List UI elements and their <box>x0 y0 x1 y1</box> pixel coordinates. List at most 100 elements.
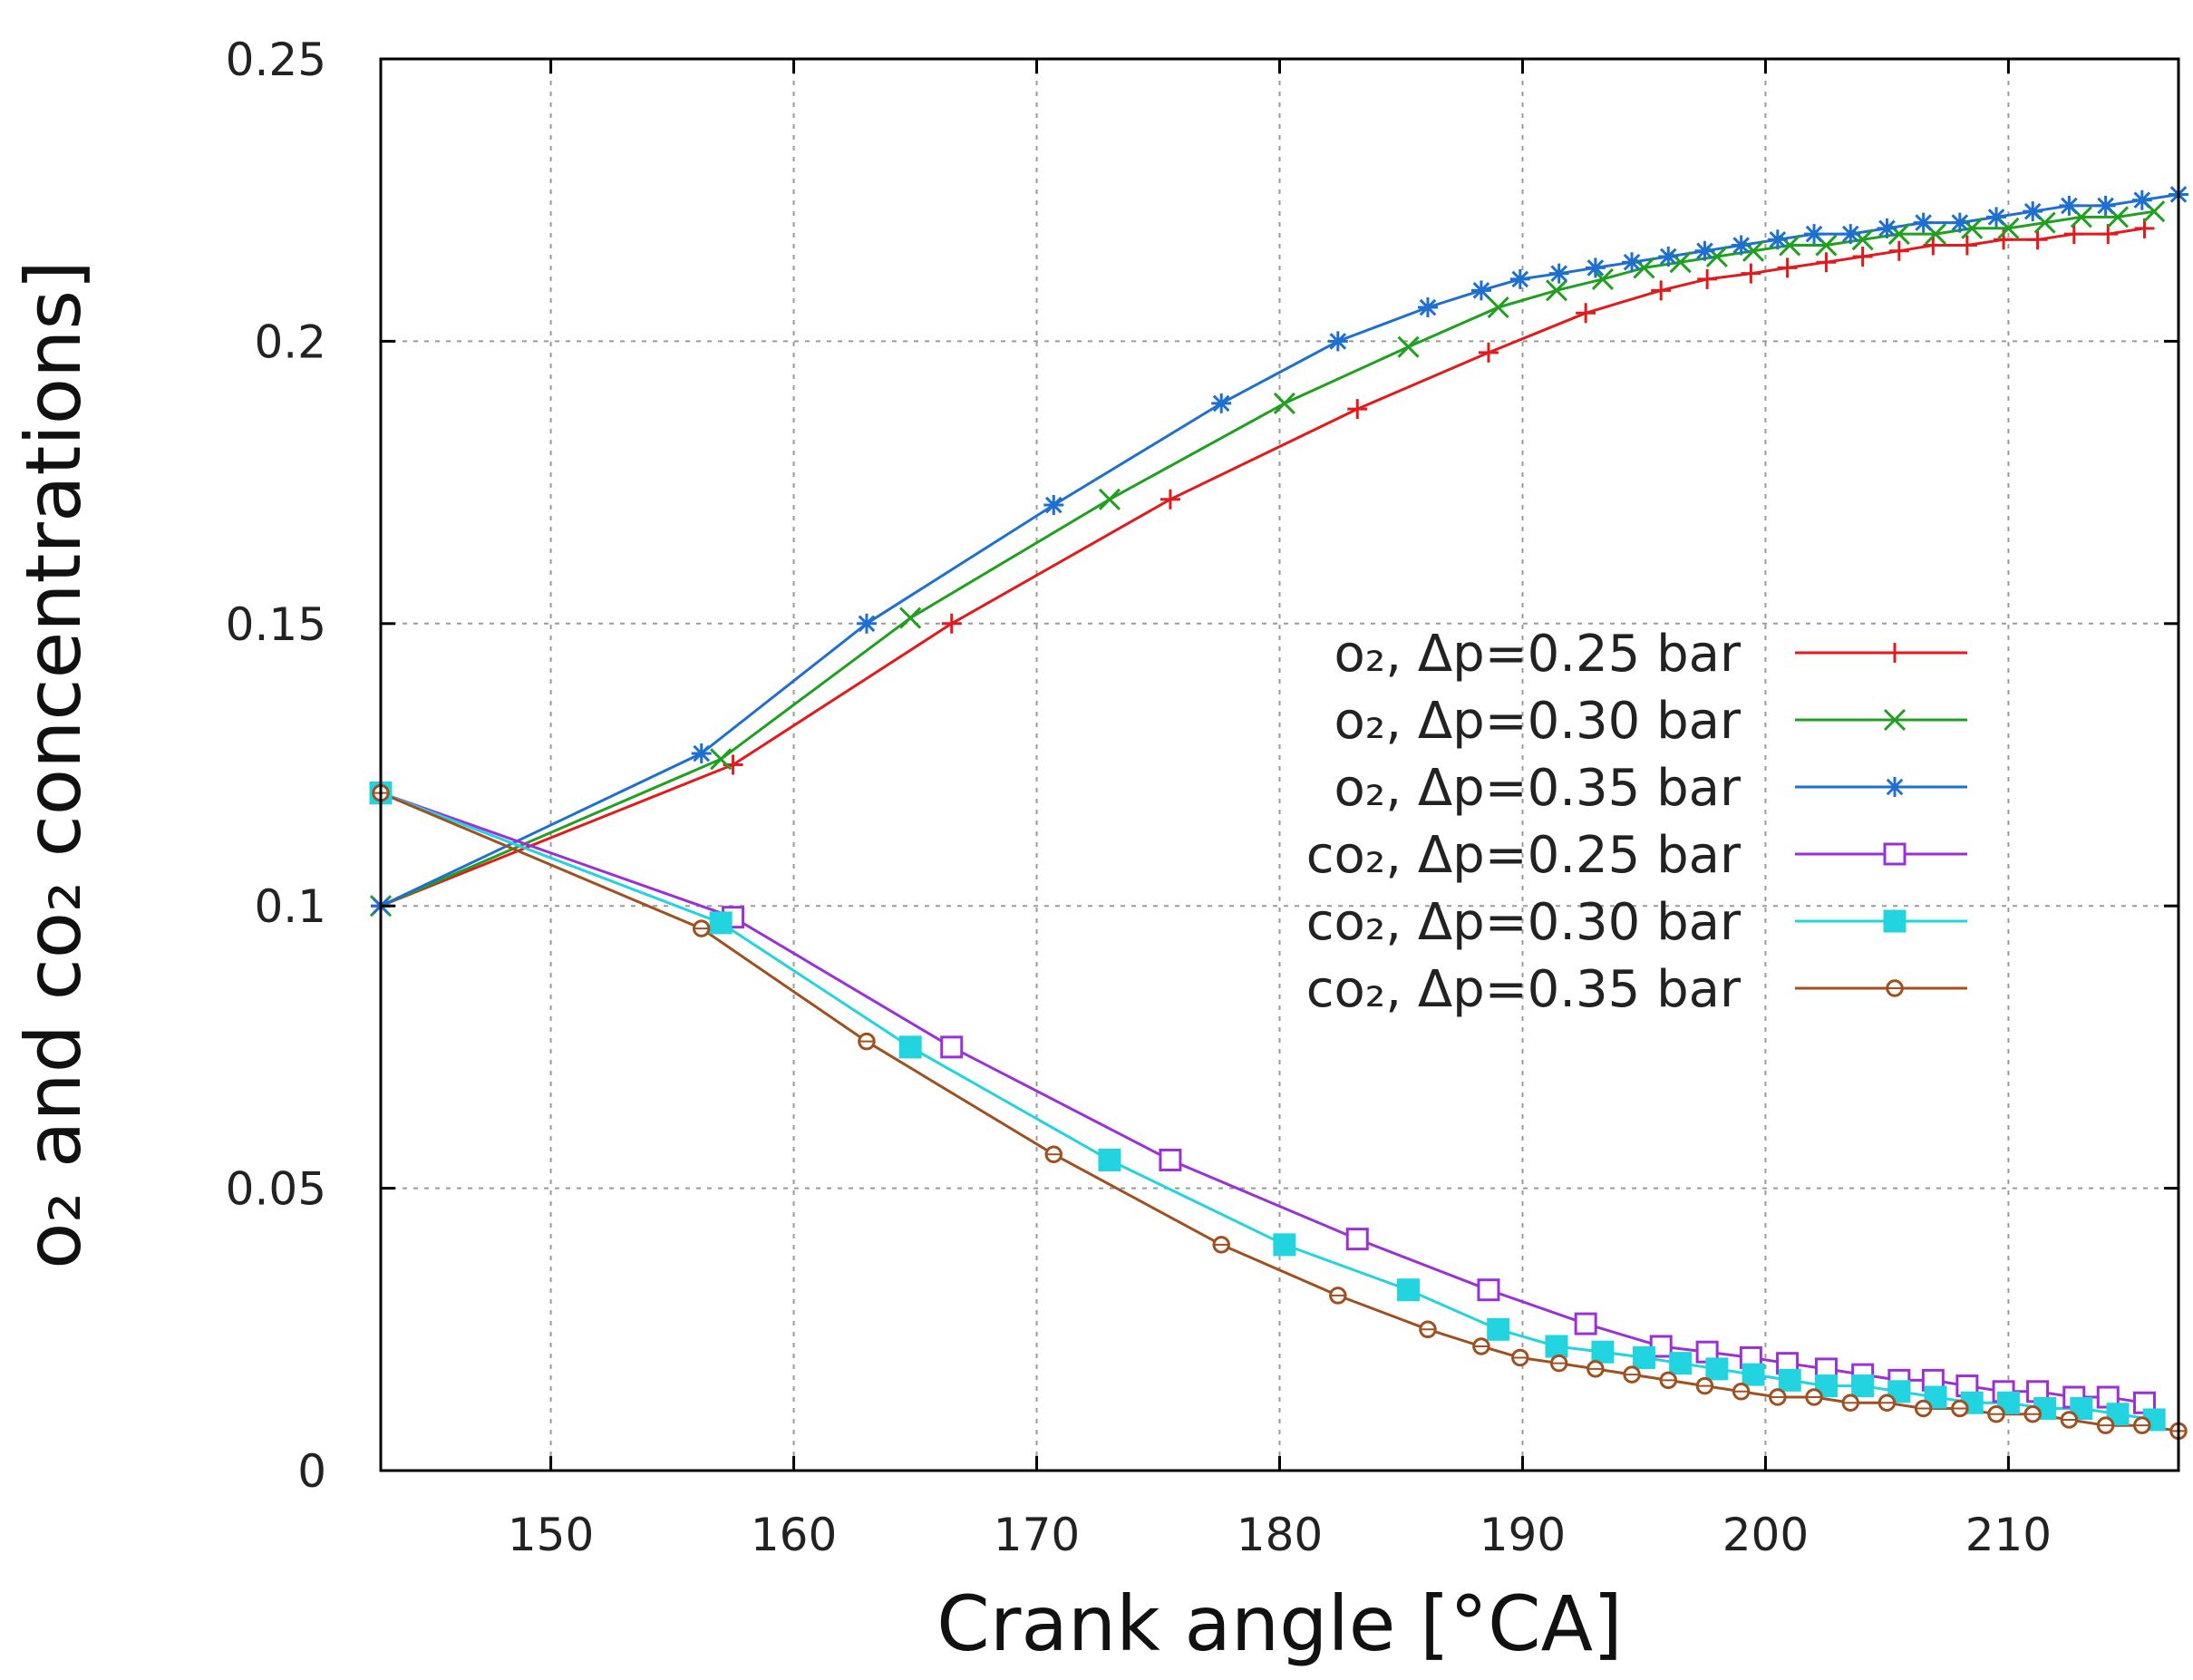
data-point-s6 <box>1769 1388 1787 1406</box>
x-tick-label: 200 <box>1722 1509 1809 1561</box>
data-point-s3-shape <box>1585 257 1606 278</box>
legend-marker-4-shape <box>1883 842 1907 866</box>
data-point-s5 <box>1591 1340 1615 1364</box>
data-point-s1-shape <box>2098 224 2119 245</box>
data-point-s5-shape <box>1705 1357 1729 1381</box>
data-point-s4 <box>1159 1148 1182 1171</box>
legend-label-6: co₂, Δp=0.35 bar <box>1306 960 1742 1019</box>
x-tick-label: 150 <box>508 1509 594 1561</box>
data-point-s1-shape <box>1852 246 1873 267</box>
legend-label-3: o₂, Δp=0.35 bar <box>1334 759 1742 818</box>
data-point-s6 <box>1659 1371 1678 1390</box>
data-point-s3-shape <box>1043 495 1064 516</box>
data-point-s3 <box>856 613 877 634</box>
data-point-s3-shape <box>1211 393 1232 413</box>
data-point-s1 <box>1777 257 1798 278</box>
data-point-s1 <box>1888 240 1909 261</box>
y-tick-label: 0.2 <box>254 316 326 368</box>
data-point-s4-shape <box>1159 1148 1182 1171</box>
data-point-s1 <box>2098 224 2119 245</box>
data-point-s5-shape <box>898 1035 922 1059</box>
data-point-s5-shape <box>709 911 733 935</box>
data-point-s6 <box>2133 1416 2151 1434</box>
data-point-s3 <box>1877 218 1897 238</box>
data-point-s2-shape <box>710 748 733 771</box>
data-point-s2-shape <box>1273 392 1295 414</box>
data-point-s2-shape <box>1098 488 1121 510</box>
data-point-s4-shape <box>1574 1312 1597 1335</box>
data-point-s6 <box>1951 1399 1969 1418</box>
data-point-s6 <box>1914 1399 1933 1418</box>
data-point-s3-shape <box>1548 263 1569 284</box>
data-point-s1-shape <box>1576 303 1596 324</box>
data-point-s3 <box>1417 297 1438 318</box>
data-point-s5-shape <box>1591 1340 1615 1364</box>
data-point-s3 <box>1509 268 1530 289</box>
data-point-s2 <box>899 607 922 629</box>
data-point-s1-shape <box>1160 489 1180 510</box>
data-point-s5 <box>1742 1363 1765 1386</box>
data-point-s3-shape <box>1417 297 1438 318</box>
series-markers <box>369 184 2188 1441</box>
legend-marker-5-shape <box>1883 909 1907 933</box>
data-point-s3-shape <box>1509 268 1530 289</box>
data-point-s1 <box>1956 235 1977 256</box>
data-point-s3-shape <box>2131 189 2152 210</box>
tick-labels: 150 160 170 180 190 200 210 0 0.05 0.1 0.15 0.2 0.25 <box>226 34 2052 1561</box>
data-point-s1-shape <box>2027 229 2048 250</box>
y-tick-label: 0 <box>297 1445 326 1498</box>
data-point-s3 <box>1804 224 1825 245</box>
data-point-s1 <box>1478 342 1499 363</box>
data-point-s3 <box>1986 207 2007 228</box>
data-point-s3-shape <box>2059 195 2080 216</box>
data-point-s6 <box>1987 1404 2005 1423</box>
data-point-s3 <box>2095 195 2116 216</box>
legend-label-1: o₂, Δp=0.25 bar <box>1334 625 1742 684</box>
data-point-s6 <box>1419 1320 1437 1339</box>
data-point-s6 <box>858 1032 876 1051</box>
x-tick-label: 210 <box>1965 1509 2052 1561</box>
data-point-s1 <box>941 613 962 634</box>
data-point-s5 <box>1632 1345 1655 1369</box>
data-point-s3-shape <box>2095 195 2116 216</box>
y-tick-label: 0.15 <box>226 598 326 651</box>
data-point-s3 <box>2131 189 2152 210</box>
data-point-s1-shape <box>1777 257 1798 278</box>
legend-marker-3-shape <box>1885 777 1905 797</box>
data-point-s4 <box>940 1035 964 1059</box>
legend-marker-2-shape <box>1883 708 1907 732</box>
data-point-s1-shape <box>1888 240 1909 261</box>
data-point-s3 <box>1043 495 1064 516</box>
legend: o₂, Δp=0.25 bar o₂, Δp=0.30 bar o₂, Δp=0.3… <box>1306 625 1967 1019</box>
y-tick-label: 0.05 <box>226 1163 326 1216</box>
data-point-s4-shape <box>1477 1278 1500 1302</box>
legend-marker-1-shape <box>1885 643 1905 663</box>
data-point-s3-shape <box>1986 207 2007 228</box>
x-axis-title: Crank angle [°CA] <box>936 1579 1623 1668</box>
data-point-s2-shape <box>1487 296 1509 319</box>
data-point-s6 <box>692 919 711 937</box>
data-point-s3-shape <box>1767 229 1788 250</box>
data-point-s1-shape <box>2134 218 2155 238</box>
data-point-s6 <box>1044 1145 1063 1163</box>
data-point-s5 <box>1705 1357 1729 1381</box>
data-point-s6 <box>1878 1394 1897 1413</box>
data-point-s5 <box>1851 1374 1875 1398</box>
data-point-s2 <box>710 748 733 771</box>
data-point-s3-shape <box>1840 224 1861 245</box>
x-tick-label: 170 <box>994 1509 1080 1561</box>
legend-label-2: o₂, Δp=0.30 bar <box>1334 692 1742 751</box>
data-point-s3-shape <box>1913 212 1934 233</box>
data-point-s6 <box>1549 1354 1568 1373</box>
data-point-s5-shape <box>1487 1317 1510 1341</box>
data-point-s6 <box>2060 1411 2079 1429</box>
data-point-s2 <box>1098 488 1121 510</box>
data-point-s5-shape <box>1669 1352 1693 1375</box>
data-point-s5-shape <box>1098 1148 1121 1171</box>
data-point-s3-shape <box>1949 212 1970 233</box>
legend-marker-6 <box>1886 979 1904 997</box>
data-point-s4-shape <box>940 1035 964 1059</box>
data-point-s3-shape <box>856 613 877 634</box>
data-point-s1-shape <box>2063 224 2084 245</box>
